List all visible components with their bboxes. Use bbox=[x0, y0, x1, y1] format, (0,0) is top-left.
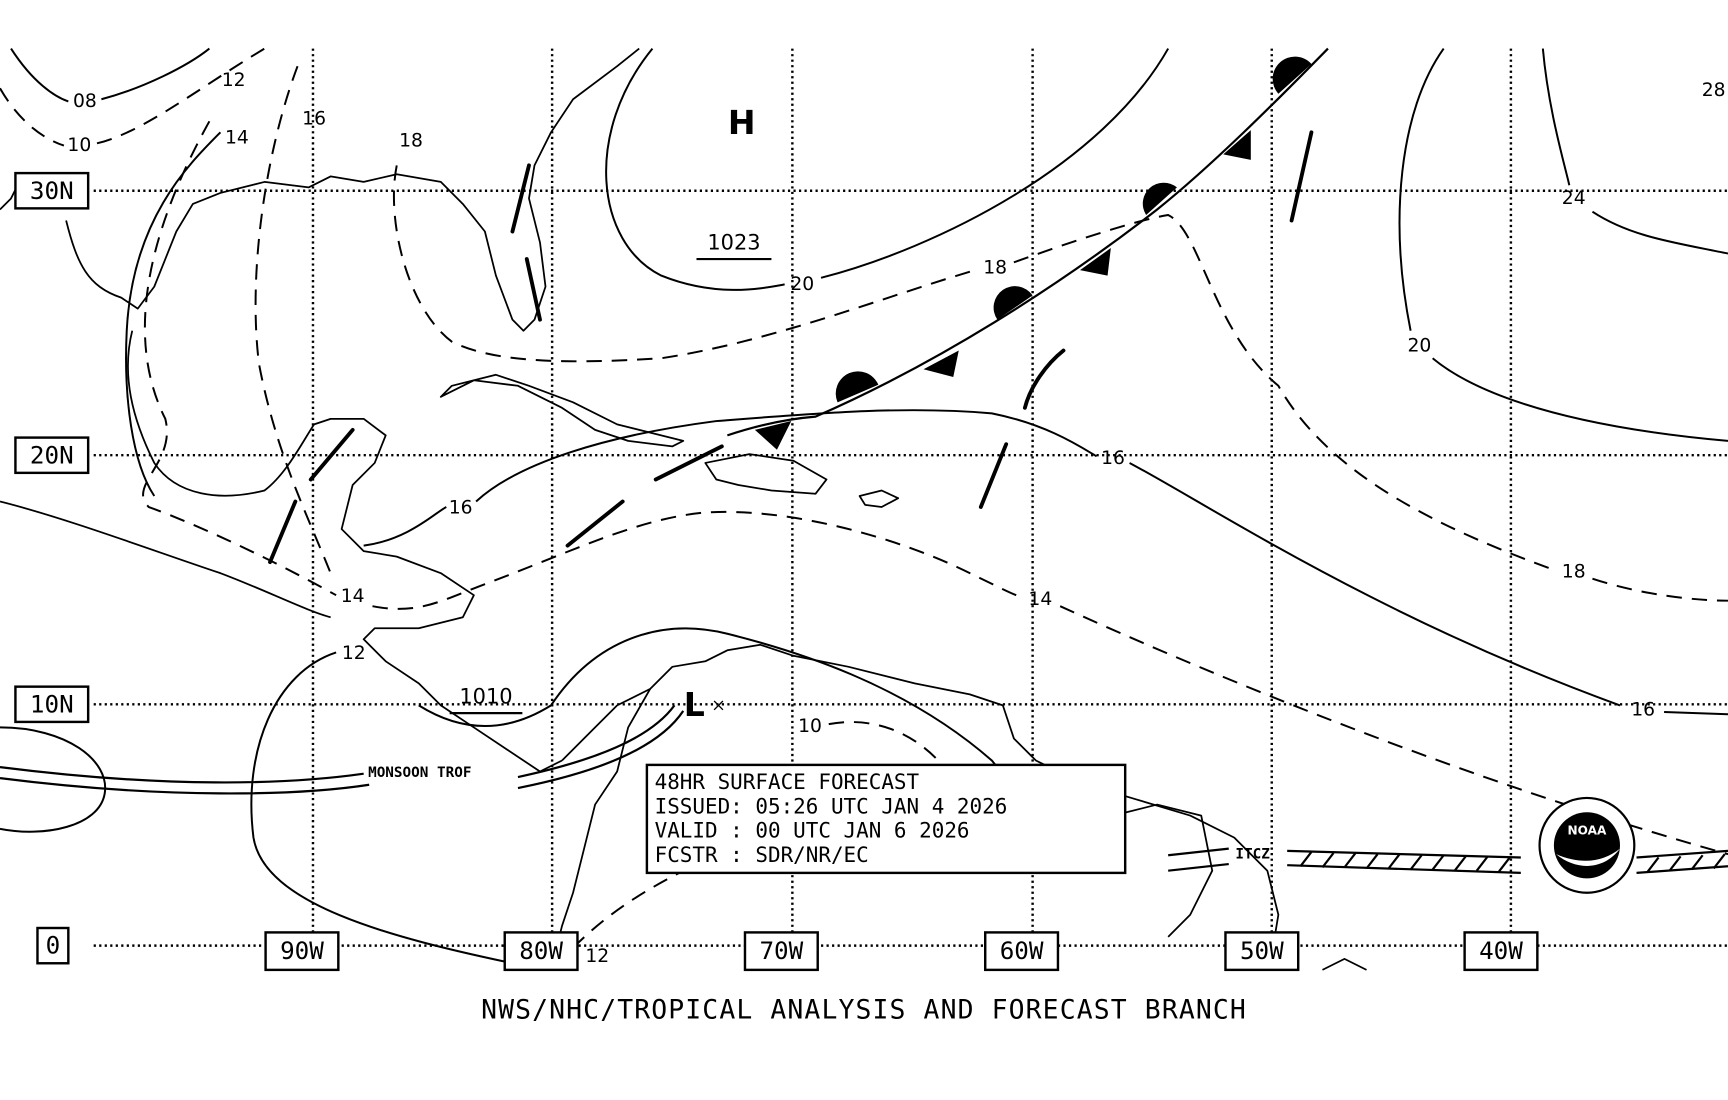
lon-label-60w: 60W bbox=[1000, 936, 1044, 965]
forecasters: FCSTR : SDR/NR/EC bbox=[655, 843, 869, 867]
isobar-label: 28 bbox=[1702, 80, 1726, 101]
isobar-label: 16 bbox=[449, 498, 473, 519]
lon-label-70w: 70W bbox=[759, 936, 803, 965]
warm-front-symbol bbox=[1142, 182, 1177, 215]
lon-label-90w: 90W bbox=[280, 936, 324, 965]
isobar-label: 14 bbox=[341, 586, 365, 607]
isobars bbox=[0, 47, 1728, 966]
lon-label-50w: 50W bbox=[1240, 936, 1284, 965]
isobar-label: 10 bbox=[798, 716, 822, 737]
itcz bbox=[1168, 847, 1728, 874]
isobar-label: 18 bbox=[983, 257, 1007, 278]
isobar-label: 20 bbox=[1408, 336, 1432, 357]
warm-front-symbol bbox=[993, 286, 1033, 320]
isobar-label: 08 bbox=[73, 91, 97, 112]
high-pressure-value: 1023 bbox=[707, 231, 760, 255]
lat-label-10n: 10N bbox=[30, 689, 74, 718]
issued-time: ISSUED: 05:26 UTC JAN 4 2026 bbox=[655, 794, 1008, 818]
isobar-label: 12 bbox=[342, 643, 366, 664]
isobar-label: 12 bbox=[222, 70, 246, 91]
lon-label-40w: 40W bbox=[1479, 936, 1523, 965]
isobar-label: 16 bbox=[302, 109, 326, 130]
isobar-label: 18 bbox=[1562, 562, 1586, 583]
low-center-x-mark bbox=[713, 700, 724, 711]
isobar-label: 14 bbox=[225, 127, 249, 148]
isobar-labels: 08 10 12 14 16 18 20 18 20 24 28 16 16 1… bbox=[67, 70, 1725, 967]
isobar-label: 24 bbox=[1562, 188, 1586, 209]
noaa-logo: NOAA bbox=[1538, 796, 1636, 894]
valid-time: VALID : 00 UTC JAN 6 2026 bbox=[655, 819, 970, 843]
monsoon-trough-label: MONSOON TROF bbox=[368, 765, 471, 781]
isobar-label: 20 bbox=[790, 274, 814, 295]
lon-label-80w: 80W bbox=[519, 936, 563, 965]
high-pressure-symbol: H bbox=[728, 103, 756, 142]
forecast-title: 48HR SURFACE FORECAST bbox=[655, 770, 920, 794]
noaa-logo-text: NOAA bbox=[1568, 823, 1607, 837]
surface-troughs bbox=[268, 130, 1314, 565]
low-pressure-symbol: L bbox=[684, 685, 705, 724]
frontal-boundary bbox=[726, 47, 1329, 450]
longitude-labels: 90W 80W 70W 60W 50W 40W bbox=[264, 931, 1539, 972]
isobar-label: 16 bbox=[1101, 448, 1125, 469]
low-pressure-value: 1010 bbox=[459, 685, 512, 709]
cold-front-symbol bbox=[1223, 130, 1251, 160]
monsoon-trough bbox=[0, 704, 685, 795]
isobar-label: 10 bbox=[67, 135, 91, 156]
isobar-label: 16 bbox=[1631, 699, 1655, 720]
latitude-labels: 30N 20N 10N 0 bbox=[14, 171, 90, 965]
cold-front-symbol bbox=[1080, 248, 1111, 276]
footer-credit: NWS/NHC/TROPICAL ANALYSIS AND FORECAST B… bbox=[481, 994, 1247, 1025]
lat-label-equator: 0 bbox=[46, 931, 61, 960]
itcz-label: ITCZ bbox=[1235, 847, 1270, 863]
forecast-info-box: 48HR SURFACE FORECAST ISSUED: 05:26 UTC … bbox=[645, 763, 1127, 875]
warm-front-symbol bbox=[835, 371, 879, 403]
lat-label-30n: 30N bbox=[30, 176, 74, 205]
lat-label-20n: 20N bbox=[30, 440, 74, 469]
cold-front-symbol bbox=[754, 421, 792, 450]
isobar-label: 14 bbox=[1028, 589, 1052, 610]
coastlines bbox=[0, 47, 1367, 971]
isobar-label: 12 bbox=[585, 946, 609, 967]
isobar-label: 18 bbox=[399, 131, 423, 152]
cold-front-symbol bbox=[923, 350, 959, 377]
warm-front-symbol bbox=[1272, 56, 1312, 94]
